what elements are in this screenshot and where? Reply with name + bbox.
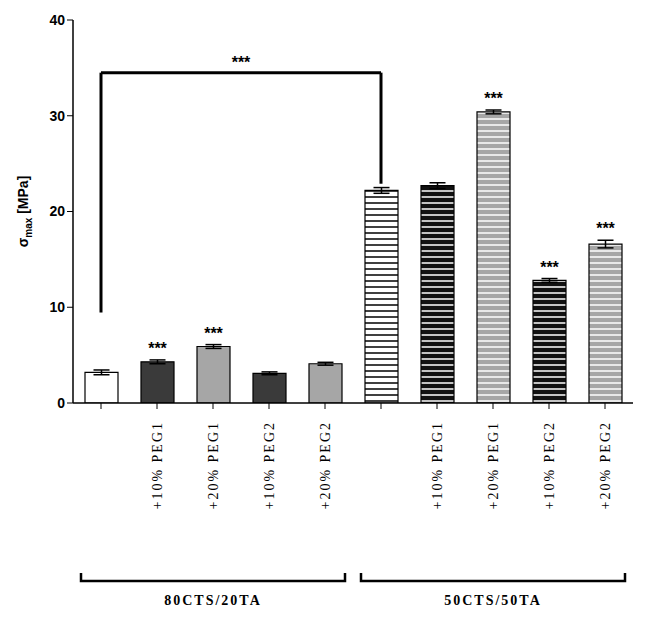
svg-text:***: ***	[540, 259, 559, 276]
svg-text:50CTS/50TA: 50CTS/50TA	[444, 593, 542, 608]
svg-text:+20% PEG1: +20% PEG1	[486, 421, 501, 510]
svg-text:+20% PEG2: +20% PEG2	[318, 421, 333, 510]
svg-text:+20% PEG2: +20% PEG2	[598, 421, 613, 510]
svg-text:+10% PEG2: +10% PEG2	[542, 421, 557, 510]
svg-text:***: ***	[596, 220, 615, 237]
svg-text:+10% PEG2: +10% PEG2	[262, 421, 277, 510]
svg-text:+10% PEG1: +10% PEG1	[150, 421, 165, 510]
svg-text:20: 20	[49, 203, 65, 219]
svg-text:0: 0	[57, 395, 65, 411]
svg-text:80CTS/20TA: 80CTS/20TA	[164, 593, 262, 608]
svg-text:+10% PEG1: +10% PEG1	[430, 421, 445, 510]
svg-text:***: ***	[232, 54, 251, 71]
svg-text:30: 30	[49, 108, 65, 124]
svg-text:+20% PEG1: +20% PEG1	[206, 421, 221, 510]
svg-text:***: ***	[148, 340, 167, 357]
svg-text:10: 10	[49, 299, 65, 315]
svg-text:***: ***	[204, 325, 223, 342]
svg-text:σmax [MPa]: σmax [MPa]	[15, 176, 34, 248]
svg-text:40: 40	[49, 12, 65, 28]
svg-text:***: ***	[484, 90, 503, 107]
